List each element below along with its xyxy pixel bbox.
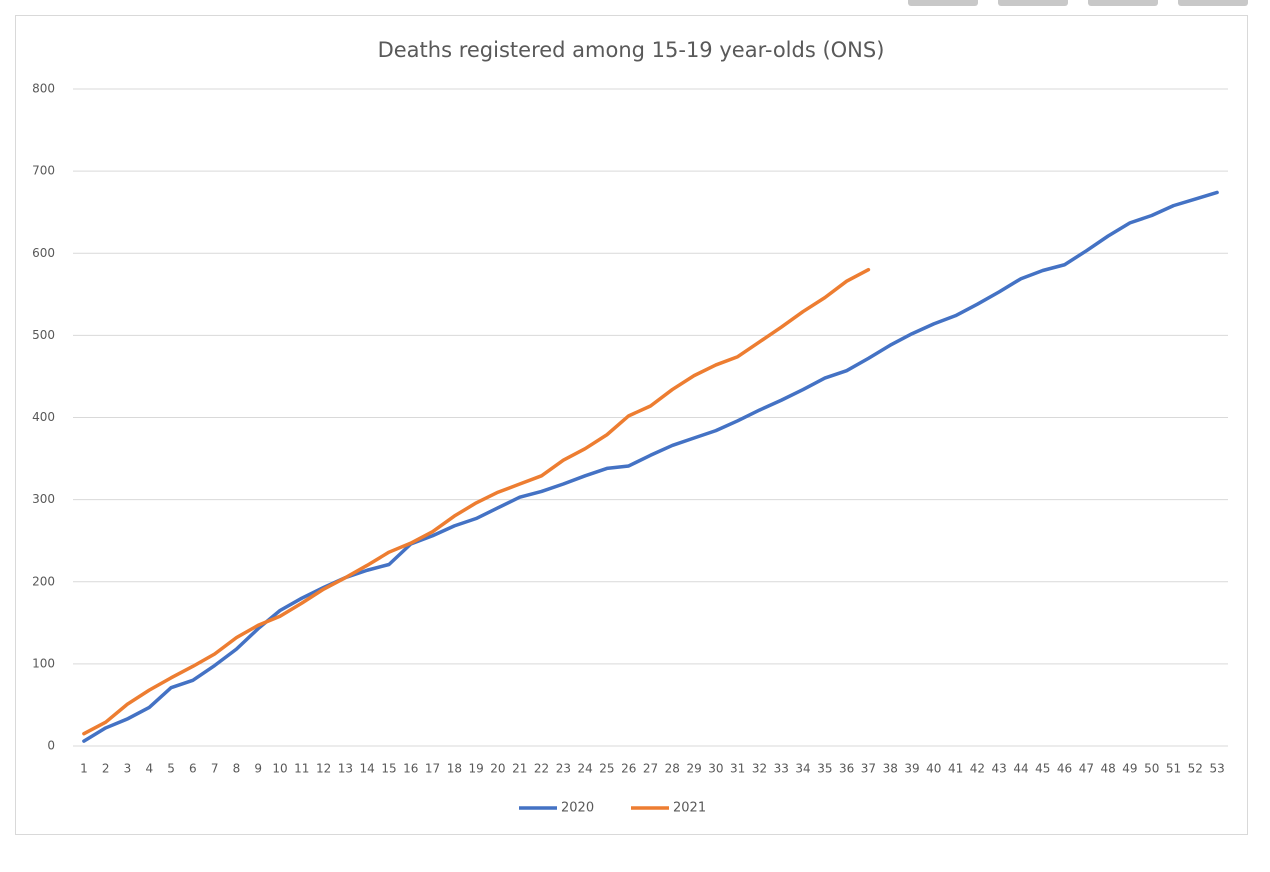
x-tick-label: 26: [621, 762, 636, 776]
x-tick-label: 15: [381, 762, 396, 776]
x-tick-label: 1: [80, 762, 88, 776]
x-tick-label: 13: [338, 762, 353, 776]
x-tick-label: 50: [1144, 762, 1159, 776]
chart-frame: [15, 15, 1248, 835]
toolbar-button[interactable]: [908, 0, 978, 6]
x-tick-label: 33: [774, 762, 789, 776]
x-tick-label: 17: [425, 762, 440, 776]
x-tick-label: 14: [360, 762, 375, 776]
x-tick-label: 39: [904, 762, 919, 776]
x-tick-label: 22: [534, 762, 549, 776]
x-tick-label: 9: [254, 762, 262, 776]
x-tick-label: 40: [926, 762, 941, 776]
x-tick-label: 37: [861, 762, 876, 776]
x-tick-label: 7: [211, 762, 219, 776]
x-tick-label: 51: [1166, 762, 1181, 776]
x-tick-label: 42: [970, 762, 985, 776]
y-tick-label: 100: [32, 656, 55, 670]
x-tick-label: 2: [102, 762, 110, 776]
x-tick-label: 44: [1013, 762, 1028, 776]
x-tick-label: 19: [469, 762, 484, 776]
x-tick-label: 53: [1209, 762, 1224, 776]
x-tick-label: 48: [1101, 762, 1116, 776]
x-tick-label: 27: [643, 762, 658, 776]
x-tick-label: 41: [948, 762, 963, 776]
legend-label: 2020: [561, 801, 594, 816]
x-tick-label: 20: [490, 762, 505, 776]
x-tick-label: 11: [294, 762, 309, 776]
x-tick-label: 36: [839, 762, 854, 776]
x-tick-label: 35: [817, 762, 832, 776]
toolbar-button[interactable]: [1178, 0, 1248, 6]
x-tick-label: 31: [730, 762, 745, 776]
y-tick-label: 500: [32, 328, 55, 342]
legend-item: 2020: [519, 801, 594, 816]
x-tick-label: 34: [795, 762, 810, 776]
x-tick-label: 3: [124, 762, 132, 776]
x-tick-label: 28: [665, 762, 680, 776]
series-line: [82, 267, 871, 736]
x-tick-label: 29: [686, 762, 701, 776]
x-tick-label: 18: [447, 762, 462, 776]
x-tick-label: 8: [233, 762, 241, 776]
legend-label: 2021: [673, 801, 706, 816]
chart-title: Deaths registered among 15-19 year-olds …: [378, 38, 885, 62]
x-tick-label: 4: [145, 762, 153, 776]
x-tick-label: 47: [1079, 762, 1094, 776]
toolbar-button[interactable]: [1088, 0, 1158, 6]
y-tick-label: 600: [32, 246, 55, 260]
x-tick-label: 10: [272, 762, 287, 776]
y-tick-label: 300: [32, 492, 55, 506]
x-tick-label: 5: [167, 762, 175, 776]
x-tick-label: 6: [189, 762, 197, 776]
x-tick-label: 24: [577, 762, 592, 776]
toolbar-button[interactable]: [998, 0, 1068, 6]
x-tick-label: 52: [1188, 762, 1203, 776]
x-tick-label: 16: [403, 762, 418, 776]
series-line: [82, 190, 1219, 743]
y-tick-label: 400: [32, 410, 55, 424]
legend-item: 2021: [631, 801, 706, 816]
x-tick-label: 32: [752, 762, 767, 776]
x-tick-label: 30: [708, 762, 723, 776]
x-tick-label: 45: [1035, 762, 1050, 776]
x-tick-label: 21: [512, 762, 527, 776]
x-tick-label: 12: [316, 762, 331, 776]
x-tick-label: 38: [883, 762, 898, 776]
x-tick-label: 25: [599, 762, 614, 776]
x-tick-label: 43: [992, 762, 1007, 776]
x-tick-label: 49: [1122, 762, 1137, 776]
x-tick-label: 46: [1057, 762, 1072, 776]
y-tick-label: 700: [32, 164, 55, 178]
y-tick-label: 800: [32, 82, 55, 96]
y-tick-label: 0: [47, 739, 55, 753]
y-tick-label: 200: [32, 574, 55, 588]
x-tick-label: 23: [556, 762, 571, 776]
